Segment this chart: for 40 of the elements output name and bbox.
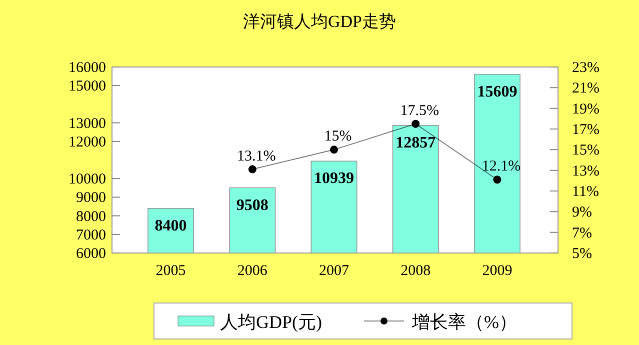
data-label: 10939 bbox=[314, 170, 354, 188]
data-label: 15% bbox=[324, 128, 352, 145]
y-tick-label: 16000 bbox=[68, 60, 106, 76]
point bbox=[248, 165, 256, 174]
data-label: 12857 bbox=[396, 134, 436, 152]
data-label: 15609 bbox=[477, 83, 518, 100]
point bbox=[493, 176, 502, 184]
y-tick-label: 10000 bbox=[68, 172, 106, 188]
x-tick-label: 2009 bbox=[482, 263, 512, 279]
data-label: 9508 bbox=[236, 196, 268, 214]
y2-tick-label: 15% bbox=[572, 142, 600, 159]
y2-tick-label: 21% bbox=[572, 80, 600, 97]
y-tick-label: 12000 bbox=[68, 134, 106, 150]
y-tick-label: 13000 bbox=[68, 116, 106, 132]
point bbox=[412, 120, 420, 128]
y2-tick-label: 23% bbox=[572, 60, 600, 76]
legend-label: 增长率（%） bbox=[411, 312, 517, 332]
chart-title: 洋河镇人均GDP走势 bbox=[242, 12, 396, 31]
y2-tick-label: 19% bbox=[572, 101, 600, 118]
y2-tick-label: 5% bbox=[572, 246, 592, 262]
y2-tick-label: 13% bbox=[572, 163, 600, 180]
x-tick-label: 2006 bbox=[237, 263, 268, 279]
y2-tick-label: 7% bbox=[572, 225, 592, 242]
data-label: 8400 bbox=[154, 217, 187, 234]
y2-tick-label: 11% bbox=[572, 184, 599, 200]
x-tick-label: 2008 bbox=[400, 263, 431, 279]
y-tick-label: 15000 bbox=[68, 78, 106, 95]
y2-tick-label: 9% bbox=[572, 204, 592, 221]
y-tick-label: 9000 bbox=[76, 190, 106, 206]
y2-tick-label: 17% bbox=[572, 122, 600, 138]
x-tick-label: 2005 bbox=[156, 263, 186, 279]
y-tick-label: 6000 bbox=[76, 246, 106, 262]
y-tick-label: 8000 bbox=[76, 208, 106, 225]
point bbox=[330, 146, 338, 154]
data-label: 12.1% bbox=[482, 158, 521, 175]
data-label: 13.1% bbox=[237, 148, 276, 164]
y-tick-label: 7000 bbox=[76, 227, 106, 244]
x-tick-label: 2007 bbox=[319, 263, 350, 279]
legend-label: 人均GDP(元) bbox=[220, 312, 322, 332]
data-label: 17.5% bbox=[400, 102, 439, 119]
